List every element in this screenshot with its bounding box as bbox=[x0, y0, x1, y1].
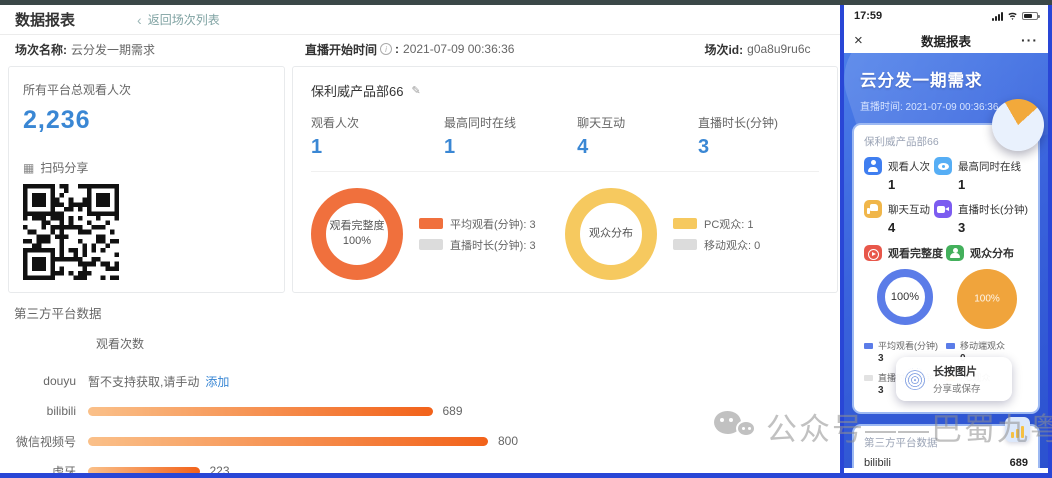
fingerprint-icon bbox=[904, 368, 926, 390]
third-party-bar-chart: 观看次数 douyu 暂不支持获取,请手动 添加 bilibili 689 微信视… bbox=[6, 335, 826, 478]
phone-audience-donut: 100% bbox=[946, 269, 1028, 329]
colon: : bbox=[395, 42, 400, 56]
bar-bilibili bbox=[88, 406, 433, 416]
desktop-report-pane: 数据报表 ‹ 返回场次列表 场次名称: 云分发一期需求 直播开始时间 i : 2… bbox=[0, 5, 840, 478]
audience-donut-chart: 观众分布 bbox=[565, 188, 657, 280]
bottom-frame-strip bbox=[0, 473, 1052, 478]
phone-completion-donut: 100% bbox=[864, 269, 946, 329]
phone-nav-bar: × 数据报表 ··· bbox=[844, 27, 1048, 53]
phone-third-party-title: 第三方平台数据 bbox=[864, 437, 938, 449]
play-circle-icon bbox=[864, 245, 882, 261]
legend-marker bbox=[419, 239, 443, 250]
phone-report-body: 云分发一期需求 直播时间: 2021-07-09 00:36:36 保利威产品部… bbox=[844, 53, 1048, 468]
third-party-section-title: 第三方平台数据 bbox=[14, 307, 102, 321]
phone-stat-duration: 直播时长(分钟) 3 bbox=[934, 200, 1028, 235]
legend-avg-watch: 平均观看(分钟): 3 bbox=[419, 216, 536, 232]
more-menu-icon[interactable]: ··· bbox=[1021, 32, 1038, 48]
phone-live-time: 直播时间: 2021-07-09 00:36:36 bbox=[860, 102, 999, 113]
stat-duration: 直播时长(分钟) 3 bbox=[698, 116, 779, 158]
legend-live-duration: 直播时长(分钟): 3 bbox=[419, 237, 536, 253]
legend-marker bbox=[946, 342, 955, 349]
edit-icon[interactable]: ✎ bbox=[411, 85, 421, 97]
back-to-session-list-link[interactable]: ‹ 返回场次列表 bbox=[137, 11, 220, 28]
phone-stat-peak-online: 最高同时在线 1 bbox=[934, 157, 1028, 192]
phone-session-title: 云分发一期需求 bbox=[860, 72, 983, 90]
session-id-label: 场次id: bbox=[704, 42, 744, 57]
channel-title: 保利威产品部66 bbox=[311, 84, 404, 99]
chevron-left-icon: ‹ bbox=[137, 11, 142, 28]
page-title: 数据报表 bbox=[15, 12, 76, 29]
close-icon[interactable]: × bbox=[854, 31, 863, 49]
phone-stat-views: 观看人次 1 bbox=[864, 157, 934, 192]
stat-chat: 聊天互动 4 bbox=[577, 116, 626, 158]
phone-audience-header: 观众分布 bbox=[946, 245, 1028, 261]
channel-stats-card: 保利威产品部66 ✎ 观看人次 1 最高同时在线 1 聊天互动 4 直播时长(分… bbox=[292, 66, 838, 293]
completion-donut-block: 观看完整度 100% 平均观看(分钟): 3 直播时长(分钟): 3 bbox=[311, 188, 565, 280]
bar-wechat-channels bbox=[88, 436, 488, 446]
total-views-value: 2,236 bbox=[23, 106, 91, 134]
top-frame-strip bbox=[0, 0, 1052, 5]
phone-page-title: 数据报表 bbox=[920, 34, 971, 49]
person-icon bbox=[946, 245, 964, 261]
camera-icon bbox=[934, 200, 952, 218]
total-views-card: 所有平台总观看人次 2,236 ▦ 扫码分享 bbox=[8, 66, 285, 293]
legend-marker bbox=[673, 218, 697, 229]
total-views-title: 所有平台总观看人次 bbox=[23, 83, 132, 97]
legend-marker bbox=[673, 239, 697, 250]
session-id-value: g0a8u9ru6c bbox=[747, 42, 811, 56]
phone-preview-pane: 17:59 × 数据报表 ··· 云分发一期需求 直播时间: 2021-07-0… bbox=[840, 5, 1052, 473]
bar-row-douyu: douyu 暂不支持获取,请手动 添加 bbox=[43, 374, 230, 389]
wifi-icon bbox=[1007, 12, 1018, 20]
desktop-header: 数据报表 ‹ 返回场次列表 bbox=[0, 5, 840, 35]
share-qr-code bbox=[23, 184, 119, 280]
legend-mobile-audience: 移动观众: 0 bbox=[673, 237, 760, 253]
legend-marker bbox=[419, 218, 443, 229]
stat-peak-online: 最高同时在线 1 bbox=[444, 116, 517, 158]
completion-donut-chart: 观看完整度 100% bbox=[311, 188, 403, 280]
phone-hero: 云分发一期需求 直播时间: 2021-07-09 00:36:36 bbox=[852, 53, 1040, 113]
stat-views: 观看人次 1 bbox=[311, 116, 360, 158]
session-info-bar: 场次名称: 云分发一期需求 直播开始时间 i : 2021-07-09 00:3… bbox=[0, 35, 840, 63]
legend-marker bbox=[864, 374, 873, 381]
audience-donut-block: 观众分布 PC观众: 1 移动观众: 0 bbox=[565, 188, 819, 280]
info-icon[interactable]: i bbox=[380, 43, 393, 55]
user-icon bbox=[864, 157, 882, 175]
session-name-label: 场次名称: bbox=[15, 42, 67, 57]
channel-stats-row: 观看人次 1 最高同时在线 1 聊天互动 4 直播时长(分钟) 3 bbox=[311, 114, 819, 159]
legend-pc-audience: PC观众: 1 bbox=[673, 216, 760, 232]
phone-completion-header: 观看完整度 bbox=[864, 245, 946, 261]
qr-share-icon: ▦ bbox=[23, 160, 35, 175]
phone-channel-title: 保利威产品部66 bbox=[864, 136, 939, 148]
phone-stat-chat: 聊天互动 4 bbox=[864, 200, 934, 235]
legend-marker bbox=[864, 342, 873, 349]
long-press-tooltip: 长按图片 分享或保存 bbox=[896, 357, 1012, 401]
thumb-icon bbox=[864, 200, 882, 218]
clock-time: 17:59 bbox=[854, 10, 883, 22]
start-time-value: 2021-07-09 00:36:36 bbox=[403, 42, 515, 56]
bar-row-wechat-channels: 微信视频号 800 bbox=[15, 434, 519, 449]
battery-icon bbox=[1022, 12, 1040, 20]
eye-icon bbox=[934, 157, 952, 175]
cellular-signal-icon bbox=[992, 11, 1003, 21]
douyu-note: 暂不支持获取,请手动 bbox=[88, 374, 200, 389]
bar-chart-icon bbox=[1005, 417, 1030, 442]
start-time-label: 直播开始时间 bbox=[305, 42, 378, 57]
bar-row-bilibili: bilibili 689 bbox=[46, 404, 463, 418]
phone-bar-bilibili: bilibili 689 bbox=[864, 457, 1028, 468]
session-name-value: 云分发一期需求 bbox=[71, 42, 156, 57]
phone-status-bar: 17:59 bbox=[844, 5, 1048, 27]
chart-title: 观看次数 bbox=[96, 337, 145, 351]
pie-chart-illustration bbox=[992, 99, 1044, 151]
bar-huya bbox=[88, 466, 200, 476]
scan-share-label: 扫码分享 bbox=[40, 161, 89, 175]
back-link-label: 返回场次列表 bbox=[147, 13, 220, 27]
add-manually-link[interactable]: 添加 bbox=[205, 374, 230, 389]
